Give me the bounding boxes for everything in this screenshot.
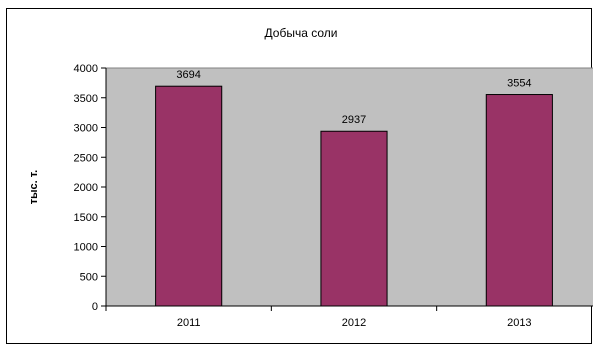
y-tick-label: 2000 (74, 182, 98, 194)
x-ticks-group: 2011 2012 2013 (105, 306, 532, 329)
y-tick-label: 3000 (74, 123, 98, 135)
bar-2012 (320, 130, 388, 307)
x-tick-label: 2012 (342, 317, 366, 329)
x-tick-label: 2011 (177, 317, 201, 329)
y-ticks-group: 0 500 1000 1500 2000 2500 3000 3500 4000 (74, 63, 106, 313)
bar-2011 (155, 85, 223, 307)
chart-frame: Добыча соли 3694 2937 3554 0 500 1000 1500 200… (6, 8, 593, 344)
y-tick-label: 2500 (74, 152, 98, 164)
data-labels-group: 3694 2937 3554 (176, 69, 531, 126)
y-axis-label: тыс. т. (28, 170, 40, 205)
data-label-2013: 3554 (507, 78, 531, 90)
y-tick-label: 1000 (74, 242, 98, 254)
y-tick-label: 500 (80, 271, 98, 283)
data-label-2011: 3694 (176, 69, 200, 81)
bar-2013 (485, 94, 553, 307)
bar-chart: Добыча соли 3694 2937 3554 0 500 1000 1500 200… (28, 26, 593, 329)
y-tick-label: 1500 (74, 212, 98, 224)
x-tick-label: 2013 (507, 317, 531, 329)
y-tick-label: 0 (92, 301, 98, 313)
data-label-2012: 2937 (342, 114, 366, 126)
chart-title: Добыча соли (265, 26, 338, 40)
y-tick-label: 4000 (74, 63, 98, 75)
y-tick-label: 3500 (74, 93, 98, 105)
